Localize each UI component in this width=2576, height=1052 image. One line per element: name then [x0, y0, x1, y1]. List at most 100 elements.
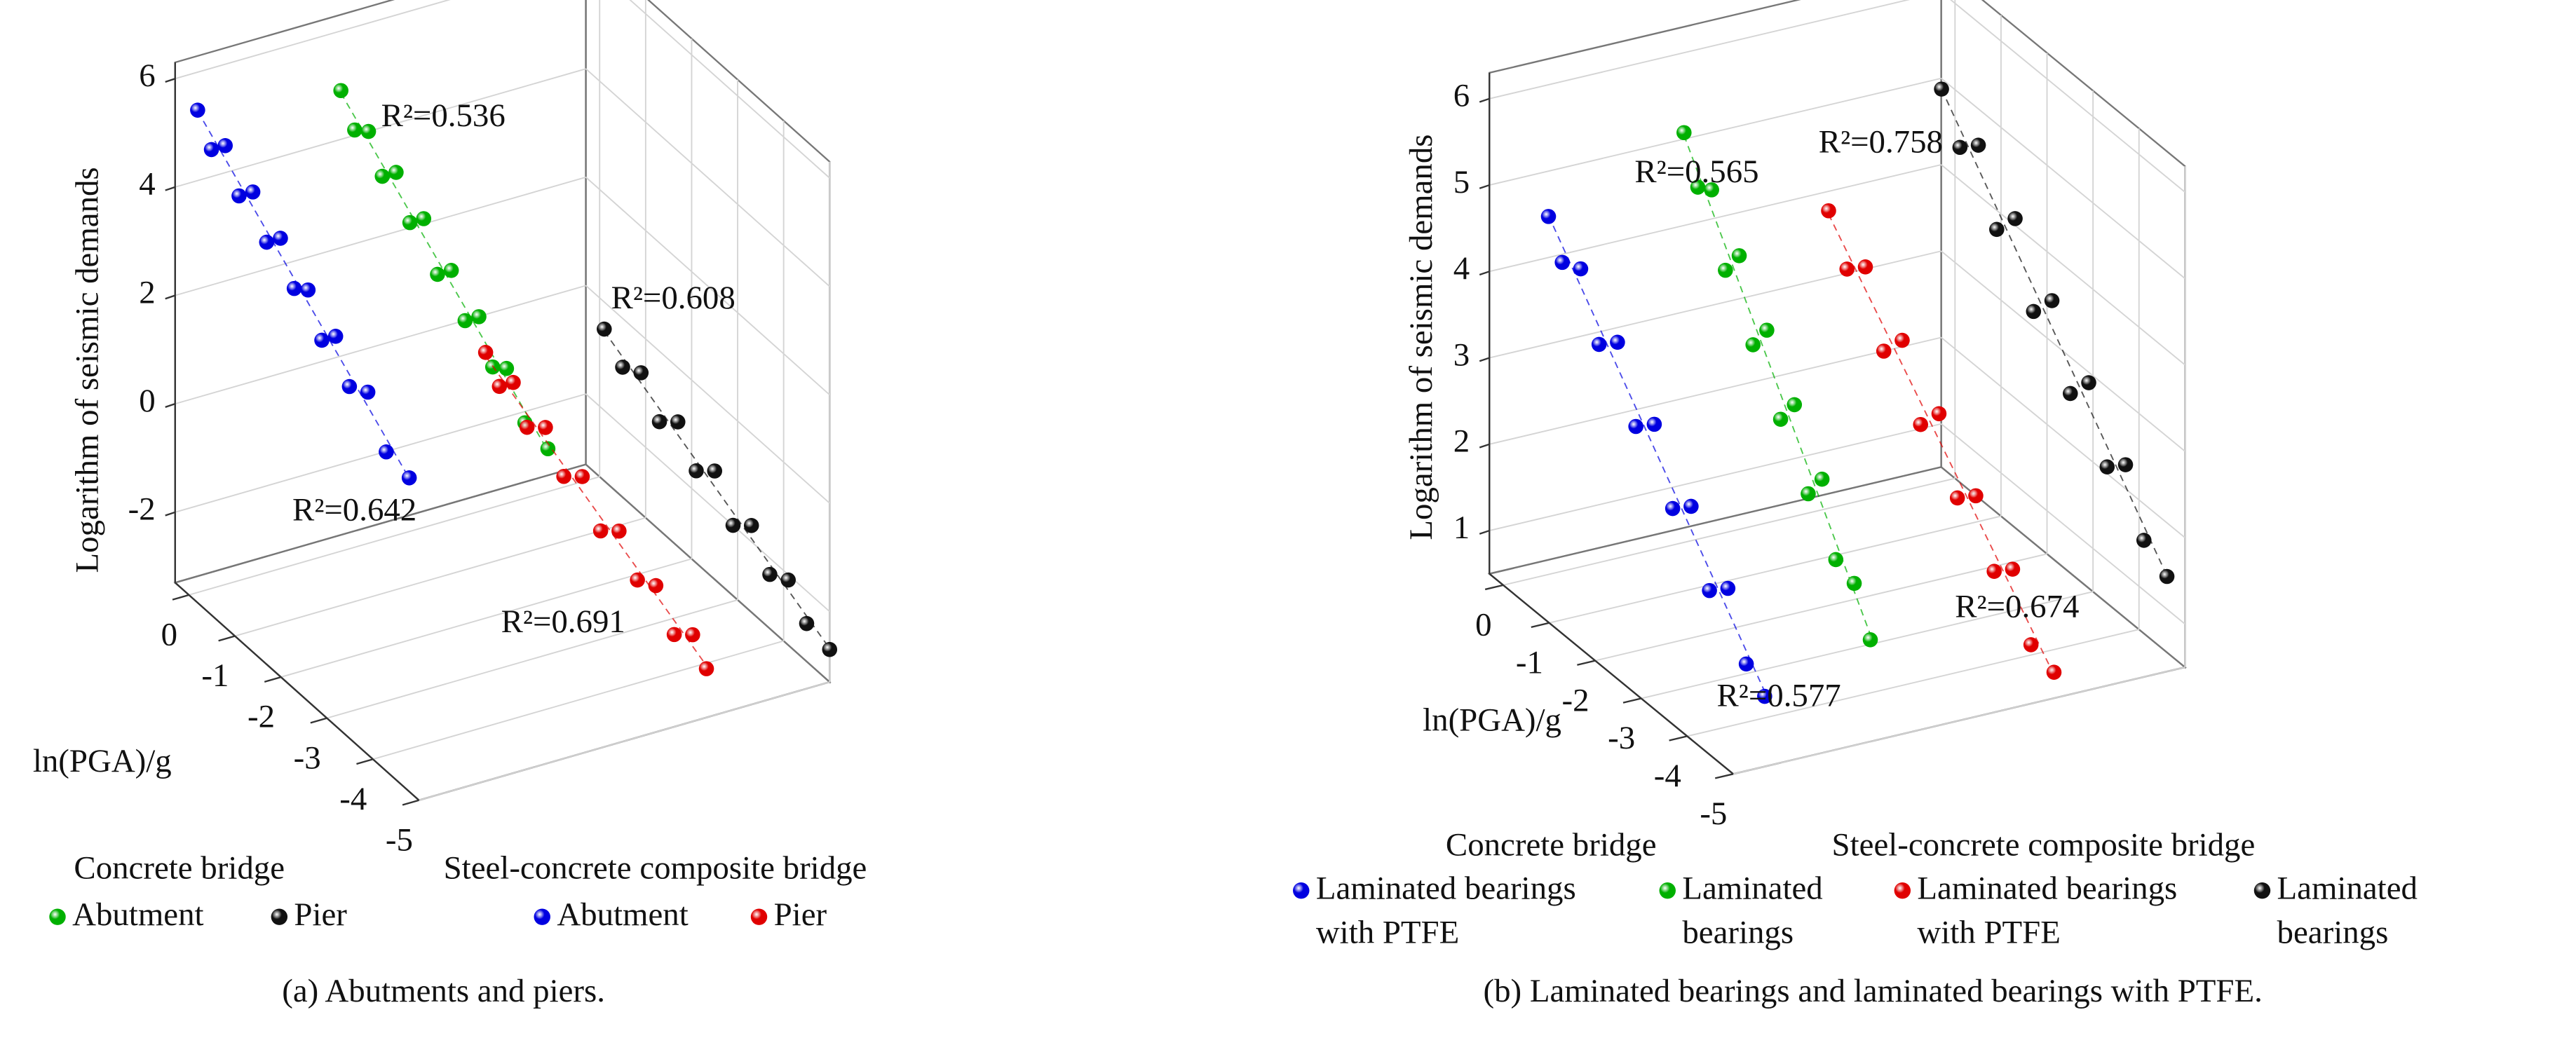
grid-line [175, 285, 586, 405]
point [1738, 656, 1754, 672]
point [203, 142, 219, 158]
point [2026, 303, 2042, 320]
point [1828, 552, 1844, 568]
tick-mark [1479, 271, 1490, 276]
legend-label: Abutment [557, 897, 689, 934]
fit-line [484, 355, 707, 667]
grid-line [175, 68, 586, 188]
point [2005, 561, 2021, 577]
annotation: R²=0.536 [381, 97, 506, 134]
legend-label-box: Abutment [557, 897, 689, 934]
x-tick-label: -3 [1608, 720, 1635, 756]
point [1676, 125, 1692, 141]
x-tick-label: -1 [201, 657, 229, 694]
grid-line [1489, 164, 1941, 273]
point [360, 123, 377, 139]
point [1934, 81, 1949, 97]
point [1610, 334, 1625, 350]
point [430, 266, 445, 282]
point [1554, 254, 1570, 271]
x-tick-label: -2 [1562, 682, 1589, 718]
tick-mark [1479, 184, 1490, 189]
grid-line [419, 681, 830, 801]
grid-line [1687, 629, 2139, 737]
grid-line [1503, 477, 1955, 586]
side-wall [1940, 0, 2186, 669]
fit-line [1828, 214, 2055, 676]
point [538, 420, 553, 435]
point [231, 188, 247, 204]
grid-line [1941, 423, 2185, 625]
point [1540, 209, 1557, 224]
point [1787, 397, 1803, 413]
point [597, 321, 612, 337]
legend-marker [750, 908, 768, 925]
floor [1487, 466, 2187, 775]
legend-label-box: Laminated bearings with PTFE [1315, 870, 1576, 952]
back-wall [1489, 0, 1942, 575]
point [2136, 533, 2152, 548]
point [1801, 486, 1816, 502]
point [633, 365, 649, 381]
point [217, 138, 233, 153]
point [670, 414, 686, 430]
point [477, 345, 494, 360]
point [1949, 490, 1965, 506]
point [259, 234, 275, 250]
point [1720, 580, 1736, 596]
point [286, 280, 302, 296]
point [374, 168, 391, 184]
tick-mark [1714, 773, 1734, 779]
legend-marker [271, 908, 288, 925]
point [1665, 500, 1681, 517]
legend-label: Pier [773, 897, 827, 934]
point [341, 378, 358, 395]
legend-label: Laminated bearings with PTFE [1315, 870, 1576, 952]
tick-mark [264, 676, 281, 683]
legend-marker [534, 908, 550, 925]
tick-mark [172, 594, 189, 601]
annotation: R²=0.565 [1634, 153, 1758, 190]
point [1989, 221, 2005, 238]
grid-line [1549, 515, 2002, 624]
grid-line [372, 640, 784, 760]
point [2117, 457, 2134, 472]
tick-mark [356, 758, 374, 765]
point [799, 615, 815, 631]
grid-line [327, 599, 738, 719]
point [707, 463, 723, 479]
tick-mark [402, 799, 419, 806]
x-tick-label: -2 [248, 699, 275, 735]
legend-label-box: Pier [294, 897, 346, 934]
tick-mark [218, 635, 236, 642]
point [1683, 498, 1699, 514]
point [1745, 337, 1761, 353]
legend-label: Laminated bearings [1682, 870, 1823, 952]
grid-line [1489, 423, 1941, 531]
point [1862, 632, 1878, 648]
z-tick-label: 2 [139, 274, 155, 310]
legend-label: Laminated bearings with PTFE [1917, 870, 2178, 952]
annotation: R²=0.577 [1717, 677, 1841, 713]
point [190, 102, 205, 118]
point [556, 468, 571, 484]
legend-group-title: Steel-concrete composite bridge [444, 849, 867, 886]
point [1718, 262, 1733, 278]
tick-mark [1622, 697, 1642, 704]
point [402, 214, 418, 231]
x-tick-label: -5 [386, 821, 413, 858]
point [347, 122, 362, 138]
point [1857, 259, 1873, 275]
grid-line [1489, 336, 1941, 445]
tick-mark [1669, 735, 1688, 742]
point [2044, 293, 2060, 308]
point [499, 360, 515, 376]
point [327, 329, 344, 344]
grid-line [1594, 553, 2047, 662]
point [1690, 179, 1706, 195]
point [540, 441, 556, 457]
legend-group-title: Steel-concrete composite bridge [1832, 827, 2256, 863]
z-tick-label: 6 [139, 57, 155, 94]
